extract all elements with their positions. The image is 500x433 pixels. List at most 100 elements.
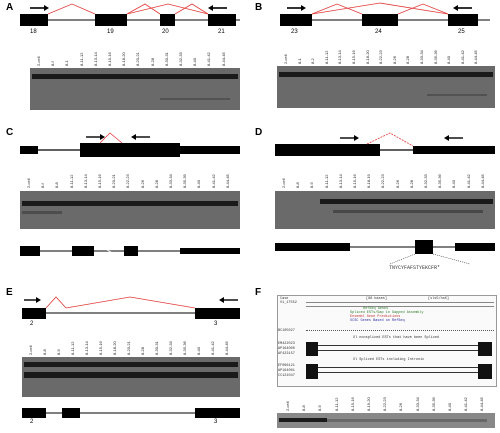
lane-label: 8-15-16 xyxy=(97,174,102,188)
lane-label: 8-11-12 xyxy=(333,397,339,412)
annotation-line: RefSeq Genes xyxy=(363,307,389,311)
exon-2 xyxy=(22,308,46,319)
genome-browser: Case V1_17552 [88 bases] [sls5/hoX] RefS… xyxy=(277,295,497,387)
panel-a-label: A xyxy=(6,2,14,13)
lane-label: 8-8 xyxy=(301,405,307,411)
lane-label: 8-41-42 xyxy=(210,174,216,188)
lane-label: 8-26 xyxy=(394,179,400,188)
panel-c-transcript xyxy=(20,245,240,257)
lane-label: 8-19-20 xyxy=(366,397,371,411)
panel-c-label: C xyxy=(6,127,14,138)
panel-e-gene-diagram xyxy=(22,296,240,319)
panel-a-gene-diagram xyxy=(20,3,240,26)
lane-label: 8-13-14 xyxy=(82,174,88,188)
lane-label: 8-44-45 xyxy=(479,174,485,188)
protein-sequence: TNYCYFAFSTYEKCFR* xyxy=(389,265,441,271)
lane-label: 8-28 xyxy=(153,179,159,188)
lane-label: 8-22-23 xyxy=(380,174,386,188)
lane-label: 8-35-39 xyxy=(182,174,188,188)
lane-label: 8-22-23 xyxy=(125,174,131,188)
track-label: EM422023 xyxy=(278,342,295,346)
exon-19 xyxy=(95,14,127,26)
lane-label: 8-15-16 xyxy=(349,397,355,411)
browser-case: Case xyxy=(280,297,289,301)
exon-label: 2 xyxy=(30,419,34,425)
track-label: CC121047 xyxy=(278,374,295,378)
lane-label: 8-13-14 xyxy=(92,52,98,66)
track-label: EF066121 xyxy=(278,364,295,368)
lane-label: 8-40 xyxy=(447,402,452,411)
panel-d: D 2-cell 8-8 8-9 8-11-12 8-13-14 8-15-16 8-18-… xyxy=(255,125,500,275)
lane-label: 8-35-36 xyxy=(182,341,187,355)
lane-label: 2-cell xyxy=(26,178,31,188)
track-note: Xl Spliced ESTs including Intronic xyxy=(353,358,425,362)
track-label: AP164001 xyxy=(278,369,295,373)
lane-label: 2-cell xyxy=(285,401,290,411)
gel-image xyxy=(277,413,495,428)
lane-label: 8-30-31 xyxy=(163,52,169,66)
lane-label: 8-40 xyxy=(446,55,452,64)
lane-label: 8-44-45 xyxy=(224,341,229,355)
lane-label: 8-26 xyxy=(139,179,145,188)
lane-label: 2-cell xyxy=(36,56,41,66)
lane-label: 8-13-14 xyxy=(84,341,89,355)
track-label: AP164000 xyxy=(278,347,295,351)
annotation-line: UCSC Genes Based on RefSeq xyxy=(350,319,405,323)
lane-label: 8-2 xyxy=(310,58,316,64)
lane-label: 8-32-33 xyxy=(168,341,173,355)
lane-label: 8-40 xyxy=(451,179,457,188)
lane-label: 8-28 xyxy=(408,179,414,188)
lane-label: 8-15-16 xyxy=(351,50,356,64)
panel-c: C 2-cell 8-f 8-8 8-11-12 8-13-14 8-15-16 8-20-… xyxy=(0,125,245,275)
exon-label: 18 xyxy=(30,29,37,35)
annotation-line: Ensembl Gene Predictions xyxy=(350,315,401,319)
lane-label: 8-11-12 xyxy=(323,174,329,189)
lane-label: 8-33-34 xyxy=(168,174,173,188)
lane-label: 8-22-23 xyxy=(378,50,384,64)
lane-label: 8-11-12 xyxy=(68,174,74,189)
exon-3 xyxy=(195,308,240,319)
lane-label: 2-cell xyxy=(283,54,288,64)
lane-label: 8-41-42 xyxy=(210,341,215,355)
lane-label: 8-44-45 xyxy=(479,397,485,411)
lane-label: 8-35-36 xyxy=(437,174,443,188)
lane-label: 8-32-33 xyxy=(178,52,183,66)
track-label: BC105027 xyxy=(278,329,295,333)
browser-scale: [88 bases] xyxy=(366,297,388,301)
exon-25 xyxy=(448,14,478,26)
exon-label: 20 xyxy=(162,29,169,35)
lane-label: 2-cell xyxy=(28,345,33,355)
lane-label: 8-26 xyxy=(398,402,404,411)
lane-label: 8-20-21 xyxy=(111,174,117,188)
lane-label: 8-22-23 xyxy=(382,397,388,411)
lane-label: 8-18-20 xyxy=(364,50,370,64)
panel-d-gene-diagram xyxy=(275,132,495,156)
exon-label: 19 xyxy=(107,29,114,35)
exon-label: 21 xyxy=(218,29,225,35)
lane-label: 8-41-42 xyxy=(465,174,471,188)
lane-label: 8-28 xyxy=(405,55,411,64)
panel-d-label: D xyxy=(255,127,263,138)
lane-label: 8-33-34 xyxy=(419,50,424,64)
exon-label: 23 xyxy=(291,29,298,35)
exon-label: 3 xyxy=(214,419,218,425)
lane-label: 8-11-12 xyxy=(78,52,84,67)
lane-label: 8-28 xyxy=(149,57,155,66)
lane-label: 8-13-14 xyxy=(337,50,343,64)
lane-label: 8-44-45 xyxy=(224,174,230,188)
lane-label: 8-30-31 xyxy=(154,341,159,355)
gel-image xyxy=(275,191,495,229)
panel-b-label: B xyxy=(255,2,263,13)
panel-e-transcript xyxy=(22,408,240,418)
browser-position: V1_17552 xyxy=(280,301,297,305)
lane-label: 8-11-12 xyxy=(323,50,329,65)
lane-label: 8-1 xyxy=(296,58,302,64)
lane-label: 8-41-42 xyxy=(459,50,465,64)
exon-label: 3 xyxy=(214,321,218,327)
lane-label: 8-44-45 xyxy=(220,52,226,66)
lane-label: 8-20-21 xyxy=(126,341,131,355)
lane-label: 8-18-20 xyxy=(121,52,127,66)
lane-label: 8-9 xyxy=(309,182,315,188)
lane-label: 8-15-16 xyxy=(98,341,103,355)
exon-24 xyxy=(362,14,398,26)
